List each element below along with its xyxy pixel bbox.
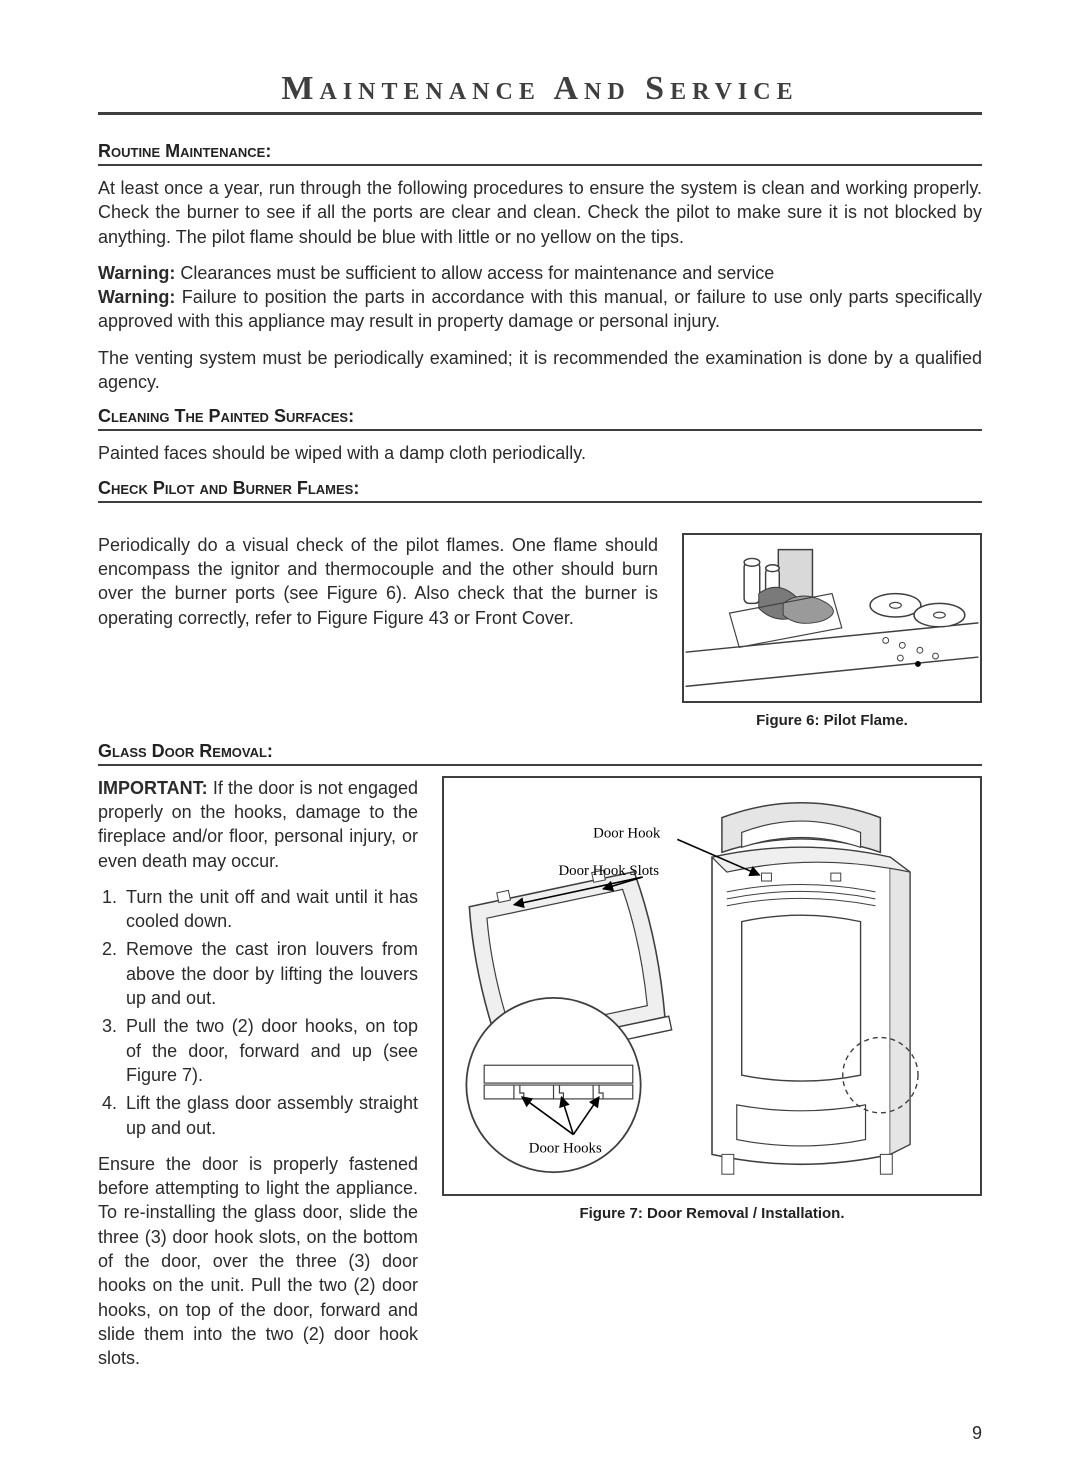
cleaning-paragraph-1: Painted faces should be wiped with a dam…	[98, 441, 982, 465]
label-door-hook: Door Hook	[593, 825, 661, 841]
step-4: Lift the glass door assembly straight up…	[122, 1091, 418, 1140]
important-label: IMPORTANT:	[98, 778, 208, 798]
routine-paragraph-1: At least once a year, run through the fo…	[98, 176, 982, 249]
pilot-paragraph-1: Periodically do a visual check of the pi…	[98, 533, 658, 630]
figure-7-caption: Figure 7: Door Removal / Installation.	[442, 1205, 982, 1222]
warning-text-1: Clearances must be sufficient to allow a…	[175, 263, 774, 283]
heading-cleaning-surfaces: Cleaning The Painted Surfaces:	[98, 406, 982, 431]
step-2: Remove the cast iron louvers from above …	[122, 937, 418, 1010]
routine-warnings: Warning: Clearances must be sufficient t…	[98, 261, 982, 334]
label-door-hook-slots: Door Hook Slots	[558, 863, 659, 879]
step-3: Pull the two (2) door hooks, on top of t…	[122, 1014, 418, 1087]
figure-6-caption: Figure 6: Pilot Flame.	[682, 712, 982, 729]
figure-7-container: Door Hook Door Hook Slots Door Hooks Fig…	[442, 776, 982, 1222]
page-title: Maintenance And Service	[98, 70, 982, 115]
figure-6-container: Figure 6: Pilot Flame.	[682, 533, 982, 729]
warning-label-1: Warning:	[98, 263, 175, 283]
page-number: 9	[98, 1423, 982, 1444]
heading-routine-maintenance: Routine Maintenance:	[98, 141, 982, 166]
glass-removal-steps: Turn the unit off and wait until it has …	[98, 885, 418, 1140]
warning-text-2: Failure to position the parts in accorda…	[98, 287, 982, 331]
glass-reinstall-paragraph: Ensure the door is properly fastened bef…	[98, 1152, 418, 1371]
heading-check-pilot: Check Pilot and Burner Flames:	[98, 478, 982, 503]
figure-6-pilot-flame-diagram	[682, 533, 982, 703]
label-door-hooks: Door Hooks	[529, 1140, 602, 1156]
glass-text-column: IMPORTANT: If the door is not engaged pr…	[98, 776, 418, 1383]
heading-glass-door-removal: Glass Door Removal:	[98, 741, 982, 766]
pilot-text-column: Periodically do a visual check of the pi…	[98, 533, 658, 642]
step-1: Turn the unit off and wait until it has …	[122, 885, 418, 934]
routine-paragraph-2: The venting system must be periodically …	[98, 346, 982, 395]
warning-label-2: Warning:	[98, 287, 175, 307]
glass-important-paragraph: IMPORTANT: If the door is not engaged pr…	[98, 776, 418, 873]
figure-7-door-removal-diagram: Door Hook Door Hook Slots Door Hooks	[442, 776, 982, 1196]
